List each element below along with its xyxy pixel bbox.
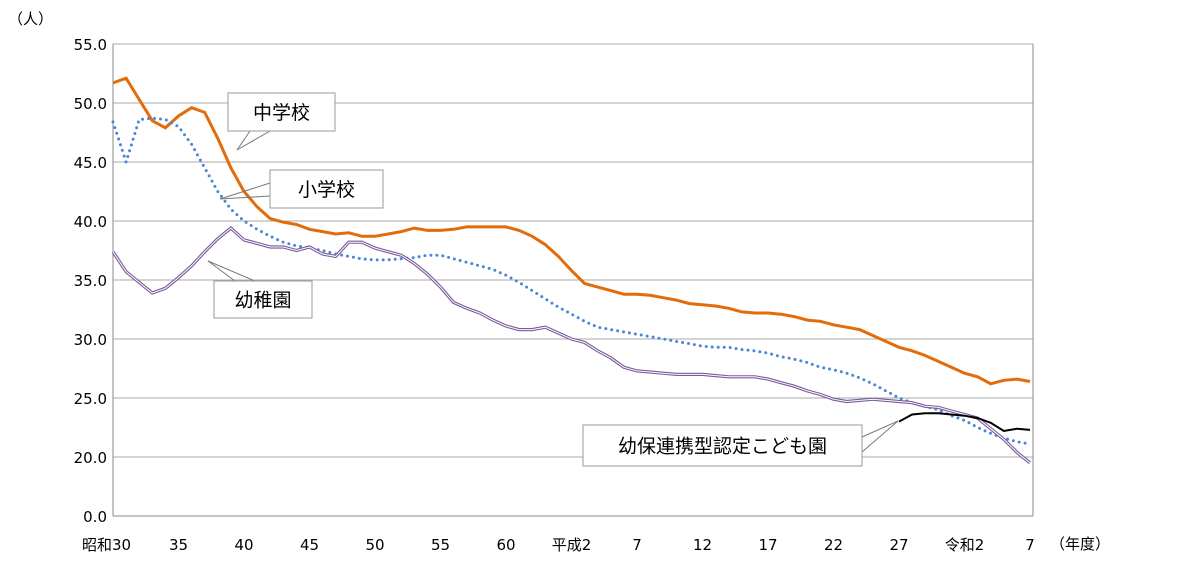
- x-tick-label: 昭和30: [82, 536, 131, 554]
- x-tick-label: 17: [758, 536, 777, 554]
- x-tick-label: 40: [234, 536, 253, 554]
- y-tick-label: 50.0: [74, 95, 107, 113]
- series-label: 幼稚園: [234, 290, 291, 312]
- series-line-0: [112, 76, 1031, 386]
- series-line-2-inner: [112, 227, 1031, 464]
- x-tick-label: 50: [365, 536, 384, 554]
- callout-pointer: [207, 260, 256, 282]
- x-tick-label: 平成2: [552, 536, 592, 554]
- x-tick-label: 55: [431, 536, 450, 554]
- y-tick-label: 55.0: [74, 36, 107, 54]
- x-tick-label: 令和2: [945, 536, 985, 554]
- callout-pointer: [861, 420, 899, 453]
- callout-box: [213, 280, 313, 319]
- y-tick-label: 40.0: [74, 213, 107, 231]
- y-tick-label: 45.0: [74, 154, 107, 172]
- callout-box: [269, 169, 384, 209]
- y-tick-label: 30.0: [74, 331, 107, 349]
- x-tick-label: 22: [824, 536, 843, 554]
- callout-pointer: [207, 260, 236, 282]
- series-line-3: [898, 412, 1031, 433]
- callout-pointer: [236, 130, 251, 151]
- y-tick-label: 20.0: [74, 449, 107, 467]
- y-tick-label: 0.0: [83, 508, 107, 526]
- x-tick-label: 12: [693, 536, 712, 554]
- callout-box: [227, 92, 336, 132]
- y-tick-label: 25.0: [74, 390, 107, 408]
- callout-box: [582, 424, 863, 467]
- x-axis-unit: （年度）: [1050, 535, 1110, 553]
- callout-pointer: [236, 130, 271, 151]
- x-tick-label: 60: [496, 536, 515, 554]
- y-tick-label: 35.0: [74, 272, 107, 290]
- series-line-1: [111, 116, 1032, 446]
- x-tick-label: 7: [632, 536, 642, 554]
- callout-pointer: [219, 195, 271, 200]
- series-label: 幼保連携型認定こども園: [618, 436, 827, 458]
- x-tick-label: 35: [169, 536, 188, 554]
- callout-pointer: [861, 420, 899, 438]
- x-tick-label: 27: [889, 536, 908, 554]
- x-tick-label: 7: [1025, 536, 1035, 554]
- callout-pointer: [219, 182, 271, 200]
- series-label: 小学校: [298, 179, 355, 201]
- series-label: 中学校: [253, 102, 310, 124]
- y-axis-unit: （人）: [8, 10, 53, 28]
- x-tick-label: 45: [300, 536, 319, 554]
